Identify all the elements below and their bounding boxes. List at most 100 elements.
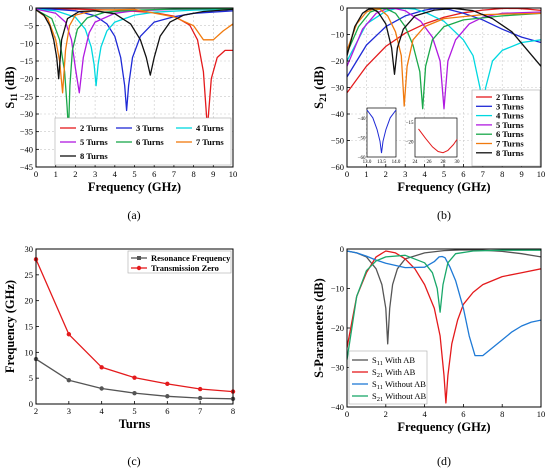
y-tick-label: −20 [20,74,33,84]
x-tick-label: 5 [132,406,136,416]
y-tick-label: −20 [331,323,344,333]
inset-2: 24 26 28 30 −15 −20 [406,117,460,165]
inset-y-tick-label: −40 [358,117,366,122]
y-tick-label: 0 [29,3,33,13]
x-axis-label: Frequency (GHz) [397,420,490,434]
x-tick-label: 6 [152,169,156,179]
y-axis-label: S-Parameters (dB) [312,278,326,378]
legend-label: 3 Turns [496,101,524,111]
x-tick-label: 7 [198,406,202,416]
y-tick-label: 0 [29,399,33,409]
x-tick-label: 2 [384,169,388,179]
data-point [66,332,72,337]
x-tick-label: 10 [537,169,546,179]
x-tick-label: 8 [191,169,195,179]
x-tick-label: 7 [172,169,176,179]
inset-line [366,109,397,154]
y-tick-label: −30 [331,363,344,373]
inset-y-tick-label: −20 [406,140,414,145]
y-tick-label: 20 [25,296,34,306]
legend-label: 3 Turns [136,123,164,133]
data-point [66,378,72,383]
panel-caption: (d) [437,454,451,468]
y-tick-label: −35 [20,127,33,137]
y-tick-label: −30 [331,83,344,93]
x-tick-label: 3 [403,169,407,179]
series-line-5 [36,8,233,94]
legend-label: 4 Turns [196,123,224,133]
x-tick-label: 0 [345,409,349,419]
legend-label: 7 Turns [196,137,224,147]
data-point [197,386,203,392]
y-tick-label: 10 [25,347,34,357]
x-tick-label: 6 [461,409,465,419]
series-line-2 [347,250,541,357]
panel-a: 0 1 2 3 4 5 6 7 8 9 10 0 −5 −10 −15 −20 −25 −30 −35 −40 −45 F… [3,3,237,194]
series-line-5 [347,8,541,107]
inset-frame [414,117,458,158]
legend-label: 2 Turns [496,92,524,102]
inset-x-tick-label: 14.0 [392,160,401,165]
inset-x-tick-label: 24 [413,160,419,165]
series-line-3 [347,8,541,110]
x-tick-label: 0 [345,169,349,179]
y-tick-label: 0 [340,244,344,254]
panel-c: 2 3 4 5 6 7 8 0 5 10 15 20 25 30 Turns Frequency (GHz) R… [3,244,236,431]
y-axis-label: S11 (dB) [3,66,19,108]
data-point [132,390,137,396]
y-tick-label: −40 [20,144,33,154]
legend-label: 5 Turns [80,137,108,147]
y-tick-label: −40 [331,109,344,119]
panel-b: 0 1 2 3 4 5 6 7 8 9 10 0 −10 −20 −30 −40 −50 −60 Frequency… [312,3,545,194]
x-tick-label: 8 [231,406,235,416]
data-point [99,365,104,370]
x-tick-label: 0 [34,169,38,179]
series-line-3 [347,249,541,360]
y-tick-label: −25 [20,91,33,101]
series-line-3 [36,8,233,94]
y-tick-label: −60 [331,162,344,172]
x-tick-label: 10 [537,409,546,419]
y-tick-label: −45 [20,162,33,172]
x-axis-label: Frequency (GHz) [397,180,490,194]
x-tick-label: 3 [93,169,97,179]
y-tick-label: −20 [331,56,344,66]
inset-1: 13.0 13.5 14.0 −40 −50 −60 [358,107,401,165]
panel-caption: (a) [127,208,140,222]
x-tick-label: 3 [67,406,71,416]
inset-line [418,128,458,154]
legend-label: 6 Turns [496,129,524,139]
x-tick-label: 1 [364,169,368,179]
y-tick-label: 5 [29,373,33,383]
y-tick-label: 30 [25,244,34,254]
x-tick-label: 4 [422,169,427,179]
legend-marker [137,256,141,260]
y-tick-label: −5 [24,21,33,31]
y-tick-label: −50 [331,136,344,146]
x-tick-label: 10 [229,169,238,179]
x-tick-label: 1 [54,169,58,179]
data-point [197,395,203,401]
y-tick-label: 25 [25,270,34,280]
y-tick-label: 15 [25,322,34,332]
legend-label: Resonance Frequency [151,253,231,263]
inset-x-tick-label: 13.5 [377,160,386,165]
legend-label: 7 Turns [496,139,524,149]
series-line-2 [347,8,541,110]
inset-x-tick-label: 28 [441,160,447,165]
x-tick-label: 8 [500,409,504,419]
inset-x-tick-label: 13.0 [363,160,372,165]
legend-label: Transmission Zero [151,263,219,273]
legend-box [54,117,232,166]
legend: 2 Turns 3 Turns 4 Turns 5 Turns 6 Turns 7 Tur… [54,117,232,166]
legend-label: S11 Without AB [372,379,426,391]
series-line-6 [36,8,233,80]
y-tick-label: 0 [340,3,344,13]
legend-label: S11 With AB [372,355,415,367]
legend-label: S21 With AB [372,367,416,379]
data-point [99,386,104,391]
inset-y-tick-label: −60 [358,156,366,161]
x-tick-label: 6 [461,169,465,179]
y-tick-label: −40 [331,402,344,412]
